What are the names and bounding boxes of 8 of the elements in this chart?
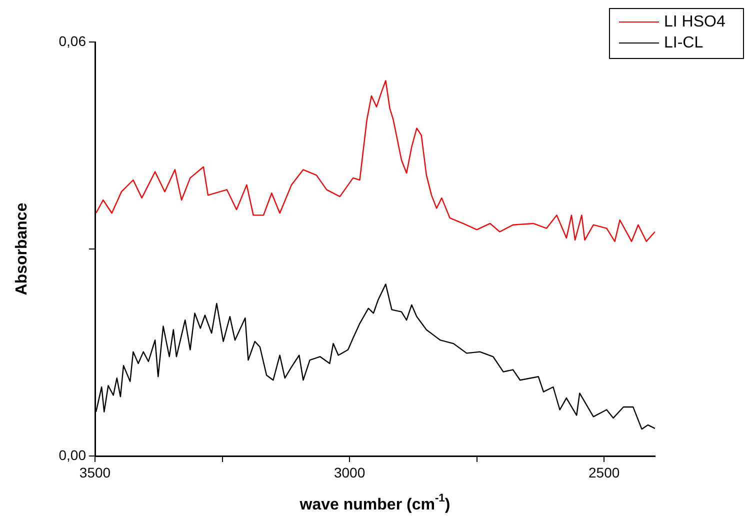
y-tick-label: 0,00 bbox=[58, 446, 86, 463]
y-tick-label: 0,06 bbox=[58, 32, 86, 49]
legend-label: LI-CL bbox=[664, 34, 704, 52]
y-axis-title: Absorbance bbox=[13, 202, 30, 296]
x-tick-label: 2500 bbox=[588, 464, 620, 480]
legend-label: LI HSO4 bbox=[664, 13, 726, 30]
x-tick-label: 3000 bbox=[334, 464, 366, 480]
x-tick-label: 3500 bbox=[79, 464, 111, 480]
